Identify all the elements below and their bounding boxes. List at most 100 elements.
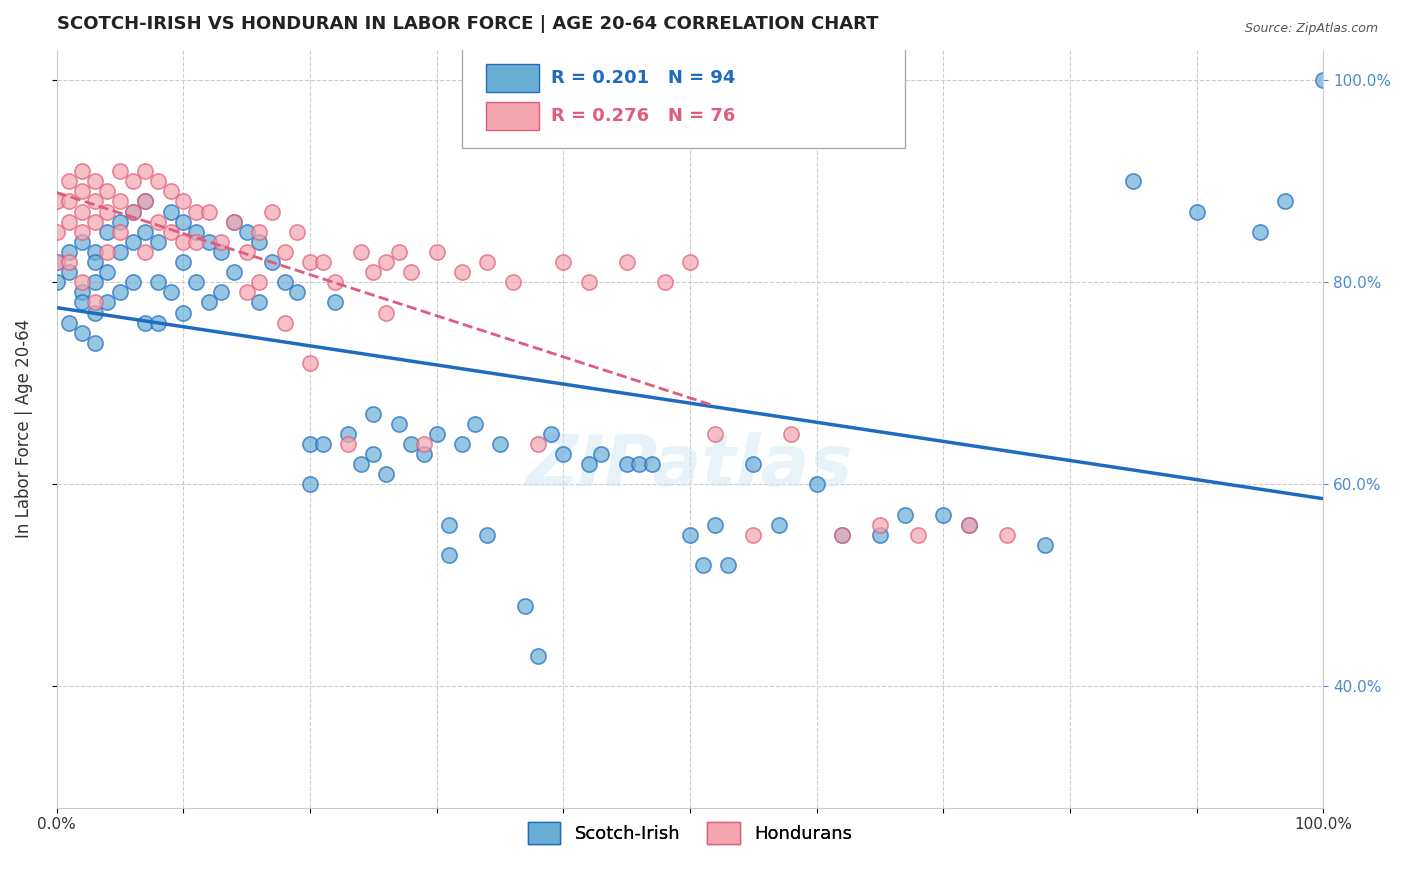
Hondurans	[742, 528, 765, 542]
Hondurans	[172, 235, 194, 249]
Scotch-Irish	[83, 244, 105, 259]
Scotch-Irish	[349, 457, 371, 471]
Scotch-Irish	[439, 548, 461, 562]
Hondurans	[285, 225, 308, 239]
Scotch-Irish	[957, 517, 980, 532]
Hondurans	[298, 356, 321, 370]
Hondurans	[70, 225, 93, 239]
Hondurans	[957, 517, 980, 532]
Scotch-Irish	[184, 225, 207, 239]
Scotch-Irish	[717, 558, 740, 573]
Hondurans	[235, 285, 257, 300]
Hondurans	[451, 265, 474, 279]
Scotch-Irish	[121, 204, 143, 219]
Hondurans	[553, 255, 575, 269]
Scotch-Irish	[247, 235, 270, 249]
Scotch-Irish	[58, 244, 80, 259]
Scotch-Irish	[591, 447, 613, 461]
Scotch-Irish	[388, 417, 411, 431]
Text: R = 0.276   N = 76: R = 0.276 N = 76	[551, 107, 735, 125]
Scotch-Irish	[146, 235, 169, 249]
Hondurans	[83, 214, 105, 228]
Hondurans	[260, 204, 283, 219]
Scotch-Irish	[932, 508, 955, 522]
Scotch-Irish	[1274, 194, 1296, 209]
Hondurans	[70, 164, 93, 178]
Hondurans	[311, 255, 333, 269]
Text: SCOTCH-IRISH VS HONDURAN IN LABOR FORCE | AGE 20-64 CORRELATION CHART: SCOTCH-IRISH VS HONDURAN IN LABOR FORCE …	[56, 15, 879, 33]
Hondurans	[96, 204, 118, 219]
Hondurans	[401, 265, 423, 279]
Scotch-Irish	[83, 335, 105, 350]
Hondurans	[704, 426, 727, 441]
Scotch-Irish	[83, 255, 105, 269]
Scotch-Irish	[679, 528, 702, 542]
Scotch-Irish	[1122, 174, 1144, 188]
Hondurans	[349, 244, 371, 259]
Hondurans	[146, 174, 169, 188]
Scotch-Irish	[742, 457, 765, 471]
Hondurans	[578, 275, 600, 289]
Hondurans	[70, 204, 93, 219]
Hondurans	[121, 204, 143, 219]
Scotch-Irish	[134, 316, 156, 330]
Hondurans	[413, 437, 436, 451]
Hondurans	[209, 235, 232, 249]
Hondurans	[83, 174, 105, 188]
Hondurans	[134, 164, 156, 178]
Scotch-Irish	[578, 457, 600, 471]
Scotch-Irish	[1185, 204, 1208, 219]
Hondurans	[679, 255, 702, 269]
Hondurans	[477, 255, 499, 269]
Hondurans	[96, 244, 118, 259]
Hondurans	[159, 225, 181, 239]
Scotch-Irish	[628, 457, 651, 471]
Scotch-Irish	[83, 275, 105, 289]
Hondurans	[869, 517, 891, 532]
Scotch-Irish	[540, 426, 562, 441]
Hondurans	[273, 316, 295, 330]
Hondurans	[83, 194, 105, 209]
Scotch-Irish	[401, 437, 423, 451]
Hondurans	[45, 225, 67, 239]
Hondurans	[45, 194, 67, 209]
Scotch-Irish	[641, 457, 664, 471]
Text: R = 0.201   N = 94: R = 0.201 N = 94	[551, 69, 735, 87]
Hondurans	[70, 275, 93, 289]
Hondurans	[184, 204, 207, 219]
Scotch-Irish	[58, 265, 80, 279]
Hondurans	[134, 244, 156, 259]
Hondurans	[146, 214, 169, 228]
Scotch-Irish	[806, 477, 828, 491]
Scotch-Irish	[184, 275, 207, 289]
Hondurans	[235, 244, 257, 259]
Scotch-Irish	[1033, 538, 1056, 552]
Scotch-Irish	[426, 426, 449, 441]
Scotch-Irish	[172, 255, 194, 269]
Scotch-Irish	[361, 407, 384, 421]
Scotch-Irish	[70, 285, 93, 300]
Y-axis label: In Labor Force | Age 20-64: In Labor Force | Age 20-64	[15, 319, 32, 538]
Scotch-Irish	[336, 426, 359, 441]
Scotch-Irish	[70, 235, 93, 249]
Hondurans	[323, 275, 346, 289]
Scotch-Irish	[1312, 73, 1334, 87]
Hondurans	[336, 437, 359, 451]
Hondurans	[502, 275, 524, 289]
Scotch-Irish	[374, 467, 396, 482]
Scotch-Irish	[146, 275, 169, 289]
Scotch-Irish	[413, 447, 436, 461]
Hondurans	[197, 204, 219, 219]
Scotch-Irish	[159, 285, 181, 300]
Hondurans	[58, 214, 80, 228]
Hondurans	[58, 255, 80, 269]
Hondurans	[96, 184, 118, 198]
Scotch-Irish	[159, 204, 181, 219]
Hondurans	[780, 426, 803, 441]
Hondurans	[247, 275, 270, 289]
Hondurans	[121, 174, 143, 188]
Hondurans	[45, 255, 67, 269]
Hondurans	[58, 194, 80, 209]
Hondurans	[108, 225, 131, 239]
Hondurans	[831, 528, 853, 542]
